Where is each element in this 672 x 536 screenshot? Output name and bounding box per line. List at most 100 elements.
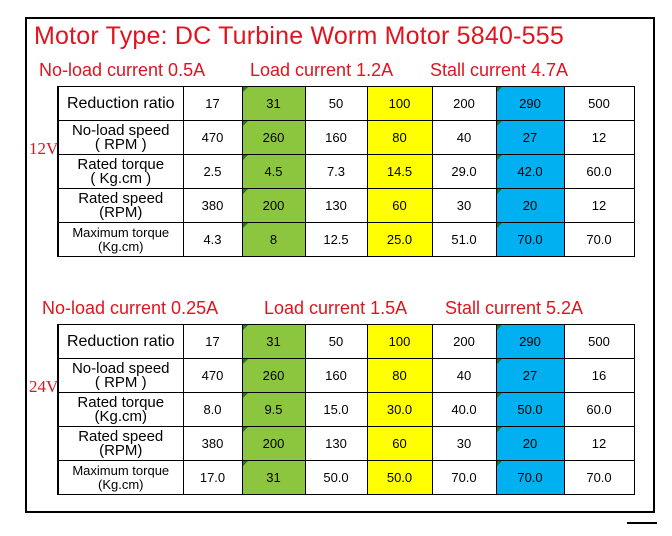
table-row: Reduction ratio 17 31 50 100 200 290 500 — [57, 86, 635, 121]
table-cell: 160 — [304, 358, 368, 393]
table-cell: 70.0 — [563, 460, 635, 495]
table-cell: 100 — [366, 324, 433, 359]
table-cell: 200 — [241, 188, 306, 223]
table-cell: 500 — [563, 86, 635, 121]
table-cell: 60.0 — [563, 392, 635, 427]
table-cell: 60.0 — [563, 154, 635, 189]
table-cell: 380 — [182, 188, 243, 223]
table-cell: 12.5 — [304, 222, 368, 257]
table-cell: 7.3 — [304, 154, 368, 189]
table-cell: 17 — [182, 324, 243, 359]
load-current-12v: Load current 1.2A — [250, 60, 394, 80]
table-cell: 70.0 — [495, 222, 565, 257]
table-cell: 29.0 — [431, 154, 497, 189]
load-current-24v: Load current 1.5A — [264, 298, 408, 318]
table-cell: 17 — [182, 86, 243, 121]
row-label: Rated torque (Kg.cm) — [57, 392, 184, 427]
table-cell: 14.5 — [366, 154, 433, 189]
voltage-label-12v: 12V — [29, 139, 59, 158]
table-cell: 160 — [304, 120, 368, 155]
table-row: Maximum torque (Kg.cm) 4.3 8 12.5 25.0 51… — [57, 222, 635, 257]
spec-table-12v: Reduction ratio 17 31 50 100 200 290 500… — [57, 86, 635, 257]
table-cell: 40 — [431, 120, 497, 155]
row-label: Rated speed (RPM) — [57, 188, 184, 223]
table-cell: 70.0 — [495, 460, 565, 495]
table-cell: 42.0 — [495, 154, 565, 189]
table-cell: 16 — [563, 358, 635, 393]
no-load-current-12v: No-load current 0.5A — [39, 60, 206, 80]
table-cell: 40 — [431, 358, 497, 393]
table-cell: 40.0 — [431, 392, 497, 427]
table-cell: 60 — [366, 188, 433, 223]
row-label: Reduction ratio — [57, 324, 184, 359]
table-cell: 31 — [241, 460, 306, 495]
table-cell: 27 — [495, 358, 565, 393]
table-cell: 20 — [495, 426, 565, 461]
table-cell: 50.0 — [495, 392, 565, 427]
table-cell: 200 — [241, 426, 306, 461]
stall-current-12v: Stall current 4.7A — [430, 60, 569, 80]
table-cell: 4.5 — [241, 154, 306, 189]
row-label: No-load speed( RPM ) — [57, 120, 184, 155]
table-cell: 12 — [563, 426, 635, 461]
table-cell: 31 — [241, 324, 306, 359]
voltage-label-24v: 24V — [29, 377, 59, 396]
table-cell: 27 — [495, 120, 565, 155]
table-cell: 470 — [182, 120, 243, 155]
table-cell: 50 — [304, 324, 368, 359]
table-cell: 290 — [495, 86, 565, 121]
table-cell: 30.0 — [366, 392, 433, 427]
divider — [627, 522, 657, 524]
spec-table-24v: Reduction ratio 17 31 50 100 200 290 500… — [57, 324, 635, 495]
motor-type-title: Motor Type: DC Turbine Worm Motor 5840-5… — [34, 22, 564, 50]
currents-24v: No-load current 0.25A Load current 1.5A … — [42, 298, 642, 320]
table-cell: 25.0 — [366, 222, 433, 257]
table-cell: 15.0 — [304, 392, 368, 427]
table-cell: 50.0 — [304, 460, 368, 495]
row-label: Reduction ratio — [57, 86, 184, 121]
table-cell: 470 — [182, 358, 243, 393]
table-row: No-load speed( RPM ) 470 260 160 80 40 2… — [57, 358, 635, 393]
table-cell: 260 — [241, 358, 306, 393]
table-cell: 200 — [431, 324, 497, 359]
row-label: Rated speed (RPM) — [57, 426, 184, 461]
table-row: Maximum torque (Kg.cm) 17.0 31 50.0 50.0 … — [57, 460, 635, 495]
table-cell: 60 — [366, 426, 433, 461]
table-cell: 9.5 — [241, 392, 306, 427]
table-row: Rated speed (RPM) 380 200 130 60 30 20 12 — [57, 426, 635, 461]
table-cell: 20 — [495, 188, 565, 223]
row-label: Rated torque( Kg.cm ) — [57, 154, 184, 189]
table-cell: 8 — [241, 222, 306, 257]
row-label: No-load speed( RPM ) — [57, 358, 184, 393]
table-cell: 30 — [431, 426, 497, 461]
table-cell: 70.0 — [431, 460, 497, 495]
table-cell: 17.0 — [182, 460, 243, 495]
table-cell: 80 — [366, 120, 433, 155]
stall-current-24v: Stall current 5.2A — [445, 298, 584, 318]
currents-12v: No-load current 0.5A Load current 1.2A S… — [39, 60, 639, 82]
table-cell: 30 — [431, 188, 497, 223]
table-cell: 200 — [431, 86, 497, 121]
table-cell: 50.0 — [366, 460, 433, 495]
table-cell: 12 — [563, 188, 635, 223]
row-label: Maximum torque (Kg.cm) — [57, 222, 184, 257]
table-cell: 2.5 — [182, 154, 243, 189]
table-cell: 100 — [366, 86, 433, 121]
table-cell: 130 — [304, 188, 368, 223]
table-cell: 290 — [495, 324, 565, 359]
table-cell: 8.0 — [182, 392, 243, 427]
table-cell: 130 — [304, 426, 368, 461]
table-row: Rated speed (RPM) 380 200 130 60 30 20 12 — [57, 188, 635, 223]
table-row: Rated torque( Kg.cm ) 2.5 4.5 7.3 14.5 2… — [57, 154, 635, 189]
table-cell: 80 — [366, 358, 433, 393]
table-cell: 51.0 — [431, 222, 497, 257]
table-row: Rated torque (Kg.cm) 8.0 9.5 15.0 30.0 40… — [57, 392, 635, 427]
table-cell: 4.3 — [182, 222, 243, 257]
table-row: Reduction ratio 17 31 50 100 200 290 500 — [57, 324, 635, 359]
table-cell: 380 — [182, 426, 243, 461]
no-load-current-24v: No-load current 0.25A — [42, 298, 219, 318]
table-cell: 260 — [241, 120, 306, 155]
table-cell: 50 — [304, 86, 368, 121]
table-cell: 500 — [563, 324, 635, 359]
table-cell: 70.0 — [563, 222, 635, 257]
